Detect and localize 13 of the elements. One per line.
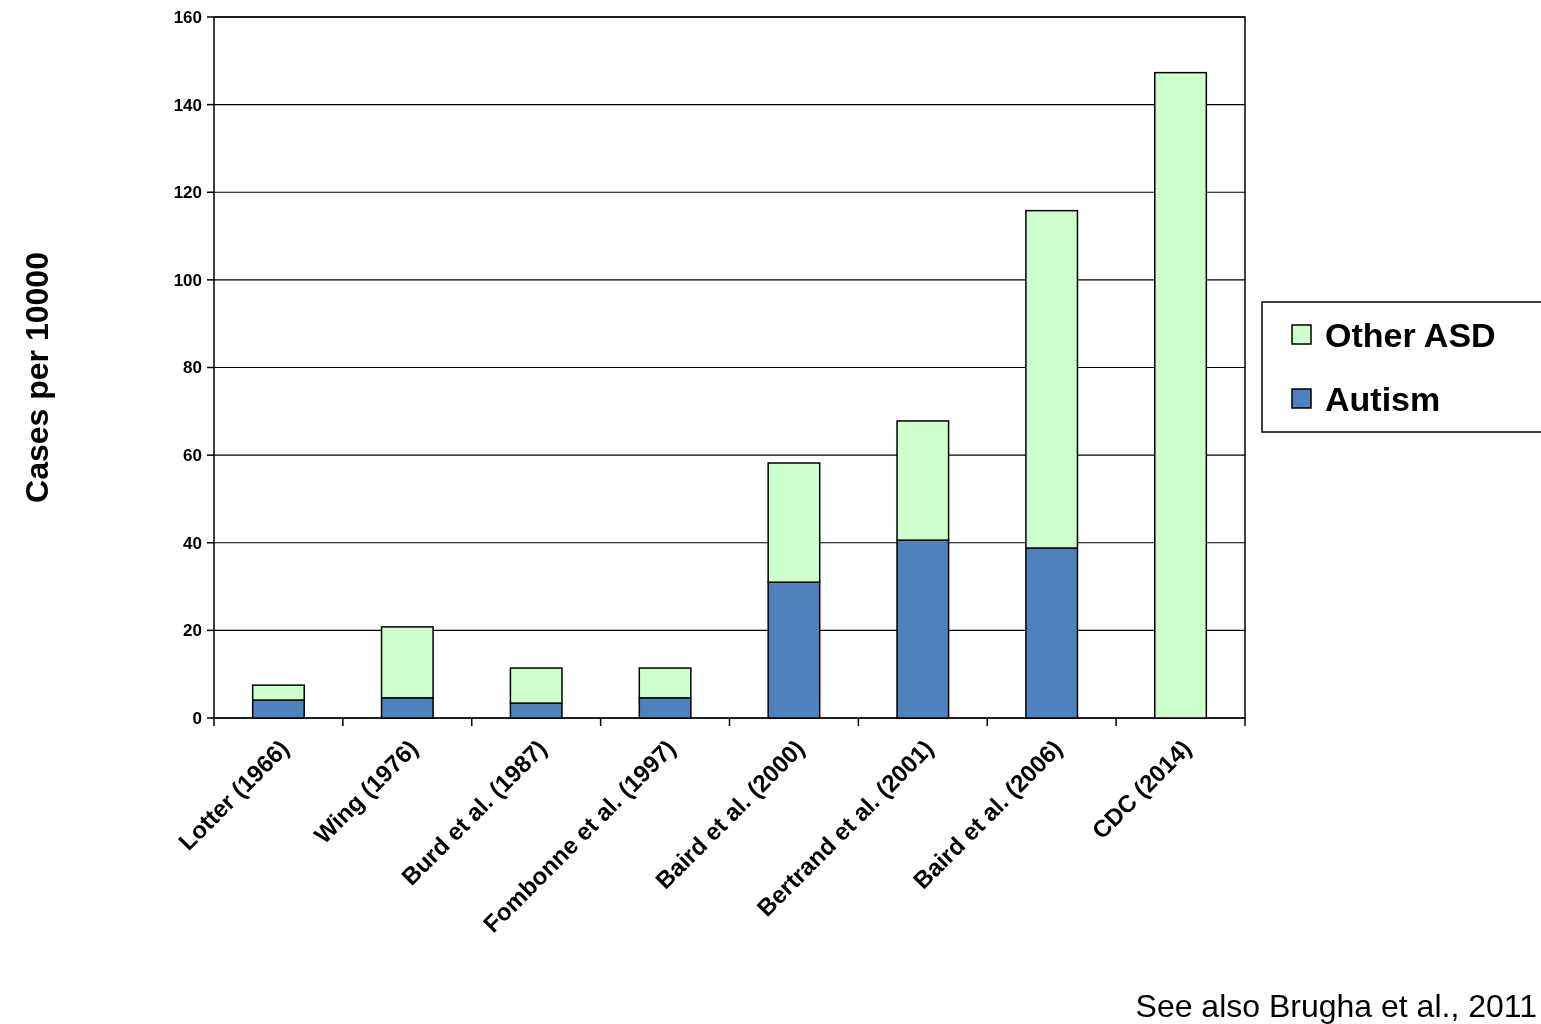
y-tick-label: 80	[183, 358, 202, 378]
y-tick-label: 120	[173, 183, 202, 203]
y-tick-label: 160	[173, 7, 202, 27]
legend-label: Autism	[1325, 379, 1441, 418]
y-tick-label: 140	[173, 95, 202, 115]
y-tick-label: 100	[173, 270, 202, 290]
y-axis-title: Cases per 10000	[19, 252, 55, 503]
y-tick-label: 20	[183, 621, 202, 641]
legend-label: Other ASD	[1325, 315, 1496, 354]
text: See also Brugha et al., 2011	[1135, 988, 1537, 1024]
y-tick-label: 40	[183, 533, 202, 553]
y-tick-label: 0	[192, 708, 202, 728]
y-tick-label: 60	[183, 446, 202, 466]
